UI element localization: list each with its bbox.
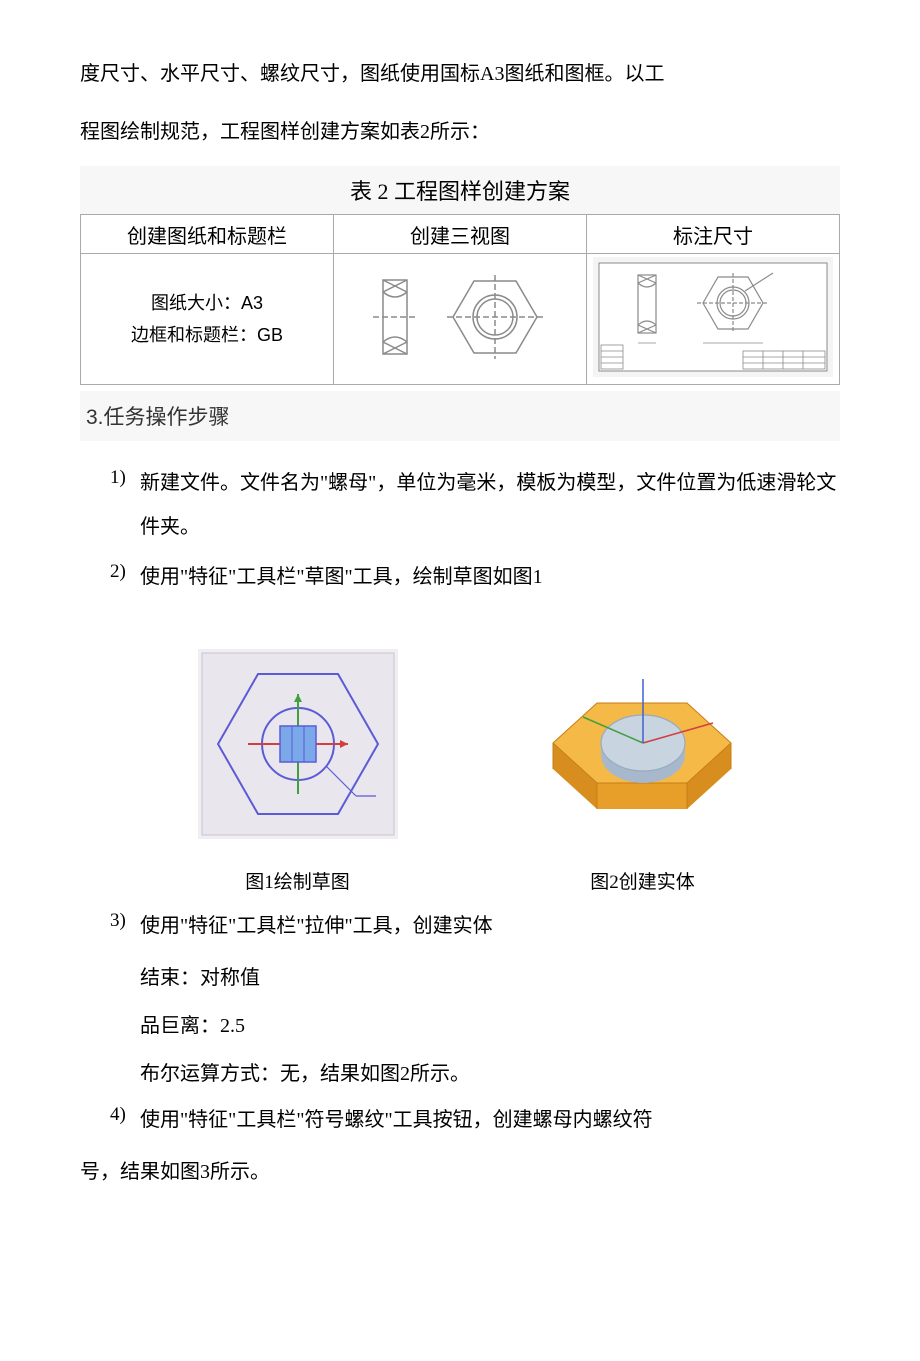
intro-line-2: 程图绘制规范，工程图样创建方案如表2所示： xyxy=(80,108,840,156)
cell0-line1: 图纸大小：A3 xyxy=(81,287,333,319)
document-page: 度尺寸、水平尺寸、螺纹尺寸，图纸使用国标A3图纸和图框。以工 程图绘制规范，工程… xyxy=(0,0,920,1256)
step-3-num: 3) xyxy=(110,904,140,932)
figure-2-solid-icon xyxy=(533,629,753,839)
cell-2 xyxy=(587,254,840,385)
step-2-text: 使用"特征"工具栏"草图"工具，绘制草图如图1 xyxy=(140,555,840,599)
step-3-sub-3: 布尔运算方式：无，结果如图2所示。 xyxy=(110,1050,840,1098)
cell-1 xyxy=(334,254,587,385)
table-title: 表 2 工程图样创建方案 xyxy=(80,166,840,214)
step-1: 1) 新建文件。文件名为"螺母"，单位为毫米，模板为模型，文件位置为低速滑轮文件… xyxy=(110,461,840,549)
step-3-text: 使用"特征"工具栏"拉伸"工具，创建实体 xyxy=(140,904,840,948)
step-3-sub-2: 品巨离：2.5 xyxy=(110,1002,840,1050)
step-3-sub-1: 结束：对称值 xyxy=(110,954,840,1002)
th-1: 创建三视图 xyxy=(334,215,587,254)
th-2: 标注尺寸 xyxy=(587,215,840,254)
step-3: 3) 使用"特征"工具栏"拉伸"工具，创建实体 xyxy=(110,904,840,948)
step-2: 2) 使用"特征"工具栏"草图"工具，绘制草图如图1 xyxy=(110,555,840,599)
step-list: 1) 新建文件。文件名为"螺母"，单位为毫米，模板为模型，文件位置为低速滑轮文件… xyxy=(80,461,840,1142)
step-1-text: 新建文件。文件名为"螺母"，单位为毫米，模板为模型，文件位置为低速滑轮文件夹。 xyxy=(140,461,840,549)
step-1-num: 1) xyxy=(110,461,140,489)
step-4-num: 4) xyxy=(110,1098,140,1126)
cell0-line2: 边框和标题栏：GB xyxy=(81,319,333,351)
dimension-drawing-icon xyxy=(593,257,833,377)
plan-table: 创建图纸和标题栏 创建三视图 标注尺寸 图纸大小：A3 边框和标题栏：GB xyxy=(80,214,840,385)
figure-2-col: 图2创建实体 xyxy=(533,629,753,894)
figure-1-col: 图1绘制草图 xyxy=(198,649,398,894)
figure-1-caption: 图1绘制草图 xyxy=(245,867,350,894)
section-title: 3.任务操作步骤 xyxy=(80,391,840,441)
step-4: 4) 使用"特征"工具栏"符号螺纹"工具按钮，创建螺母内螺纹符 xyxy=(110,1098,840,1142)
three-view-icon xyxy=(355,262,565,372)
figure-2-caption: 图2创建实体 xyxy=(590,867,695,894)
cell-0: 图纸大小：A3 边框和标题栏：GB xyxy=(81,254,334,385)
figure-1-sketch-icon xyxy=(198,649,398,839)
tail-line: 号，结果如图3所示。 xyxy=(80,1148,840,1196)
th-0: 创建图纸和标题栏 xyxy=(81,215,334,254)
figures-row: 图1绘制草图 xyxy=(130,629,820,894)
intro-line-1: 度尺寸、水平尺寸、螺纹尺寸，图纸使用国标A3图纸和图框。以工 xyxy=(80,50,840,98)
table-body-row: 图纸大小：A3 边框和标题栏：GB xyxy=(81,254,840,385)
table-header-row: 创建图纸和标题栏 创建三视图 标注尺寸 xyxy=(81,215,840,254)
step-4-text: 使用"特征"工具栏"符号螺纹"工具按钮，创建螺母内螺纹符 xyxy=(140,1098,840,1142)
step-2-num: 2) xyxy=(110,555,140,583)
